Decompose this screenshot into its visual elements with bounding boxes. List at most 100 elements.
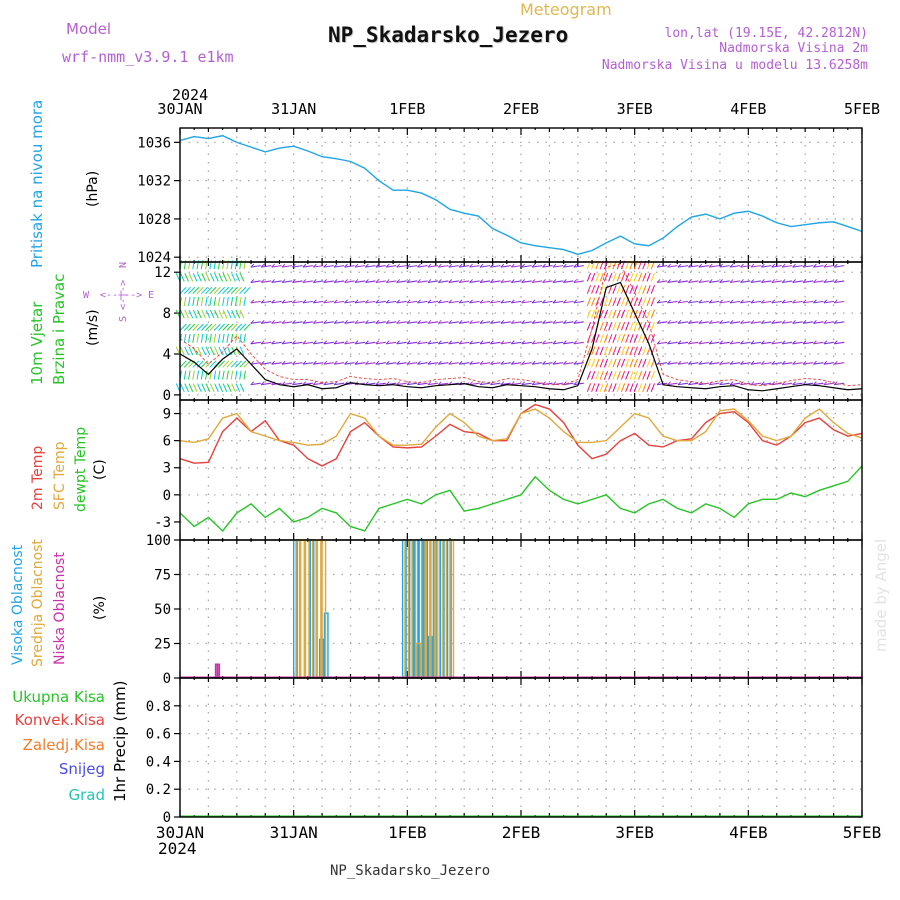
wind-barb (637, 272, 643, 282)
wind-arrow (386, 300, 397, 304)
wind-arrow-head (281, 319, 286, 324)
wind-barb (591, 309, 596, 319)
wind-arrow (261, 362, 272, 365)
wind-arrow (532, 280, 543, 283)
wind-arrow-head (656, 279, 661, 283)
wind-barb (586, 272, 592, 282)
wind-barb (226, 323, 234, 331)
wind-arrow-head (469, 340, 473, 345)
wind-arrow (417, 300, 428, 304)
wind-arrow-head (833, 299, 838, 304)
wind-arrow-head (760, 319, 765, 324)
wind-arrow (667, 341, 678, 345)
wind-arrow (532, 300, 543, 304)
wind-arrow (459, 265, 470, 268)
wind-arrow-head (771, 340, 776, 345)
wind-arrow (750, 341, 761, 345)
wind-barb (192, 370, 195, 380)
wind-barb (239, 333, 242, 343)
wind-arrow (542, 300, 553, 304)
wind-arrow (542, 280, 553, 283)
wind-arrow-head (667, 279, 671, 283)
wind-arrow (792, 341, 803, 345)
wind-arrow-head (479, 279, 484, 283)
wind-arrow (281, 362, 293, 365)
wind-arrow (334, 321, 345, 324)
wind-arrow (302, 300, 313, 304)
wind-arrow-head (500, 279, 505, 283)
wind-barb (234, 370, 238, 380)
wind-barb (616, 334, 621, 343)
wind-arrow (490, 341, 501, 345)
wind-arrow-head (510, 319, 515, 324)
wind-arrow (802, 280, 814, 283)
y-tick-label: 100 (146, 533, 171, 549)
wind-arrow-head (385, 319, 390, 324)
wind-arrow (500, 265, 511, 268)
wind-barb (620, 358, 626, 368)
wind-barb (650, 297, 655, 307)
wind-arrow-head (823, 263, 828, 268)
wind-arrow-head (490, 360, 494, 365)
wind-arrow (365, 300, 376, 304)
wind-arrow-head (656, 263, 661, 268)
wind-arrow (344, 362, 355, 365)
y-tick-label: 1024 (137, 250, 171, 266)
wind-arrow (292, 382, 303, 386)
wind-barb (183, 297, 187, 307)
wind-arrow-head (458, 299, 463, 304)
wind-barb (616, 321, 621, 331)
wind-barb (209, 360, 217, 368)
wind-barb (612, 334, 617, 343)
wind-arrow-head (344, 319, 348, 324)
wind-arrow (813, 341, 824, 345)
wind-arrow (438, 265, 449, 268)
wind-arrow-head (500, 319, 505, 324)
pressure-ylabel: Pritisak na nivou mora (28, 100, 46, 268)
wind-arrow-head (375, 381, 380, 386)
wind-arrow (802, 341, 814, 345)
wind-arrow (709, 321, 720, 324)
cloud-side-labels: Visoka Oblacnost Srednja Oblacnost Niska… (10, 539, 108, 667)
wind-arrow (406, 280, 418, 283)
wind-arrow (657, 265, 668, 268)
wind-barb (629, 285, 634, 294)
legend-snijeg: Snijeg (59, 760, 105, 778)
wind-arrow-head (292, 340, 296, 345)
wind-arrow-head (500, 340, 505, 345)
wind-arrow (552, 382, 564, 386)
wind-arrow (771, 321, 782, 324)
wind-barb (595, 383, 600, 393)
precip-side-labels: Ukupna Kisa Konvek.Kisa Zaledj.Kisa Snij… (12, 681, 129, 804)
wind-arrow-head (479, 319, 484, 324)
wind-arrow-head (448, 263, 453, 268)
panel-wind: 0 4 8 12 (154, 260, 863, 404)
wind-barb (603, 321, 609, 331)
wind-arrow (719, 341, 730, 345)
wind-barb (595, 346, 600, 356)
wind-arrow (281, 280, 293, 283)
wind-arrow-head (375, 299, 380, 304)
wind-arrow-head (677, 381, 682, 386)
wind-arrow (406, 265, 418, 268)
wind-arrow-head (292, 360, 296, 365)
wind-arrow-head (365, 299, 369, 304)
wind-arrow-head (333, 279, 338, 283)
wind-barb (188, 333, 191, 343)
wind-arrow (792, 280, 803, 283)
wind-arrow (334, 300, 345, 304)
wind-arrow-head (281, 340, 286, 345)
wind-arrow-head (771, 360, 776, 365)
wind-arrow-head (490, 340, 494, 345)
wind-barb (184, 273, 189, 282)
wind-arrow (271, 321, 282, 324)
wind-arrow-head (719, 360, 724, 365)
wind-barb (586, 370, 592, 380)
y-tick-label: -3 (154, 515, 171, 531)
wind-arrow (552, 280, 564, 283)
wind-arrow-head (385, 263, 390, 268)
wind-barb (226, 333, 229, 343)
wind-barb (646, 358, 651, 368)
wind-arrow-head (385, 299, 390, 304)
wind-arrow (334, 280, 345, 283)
